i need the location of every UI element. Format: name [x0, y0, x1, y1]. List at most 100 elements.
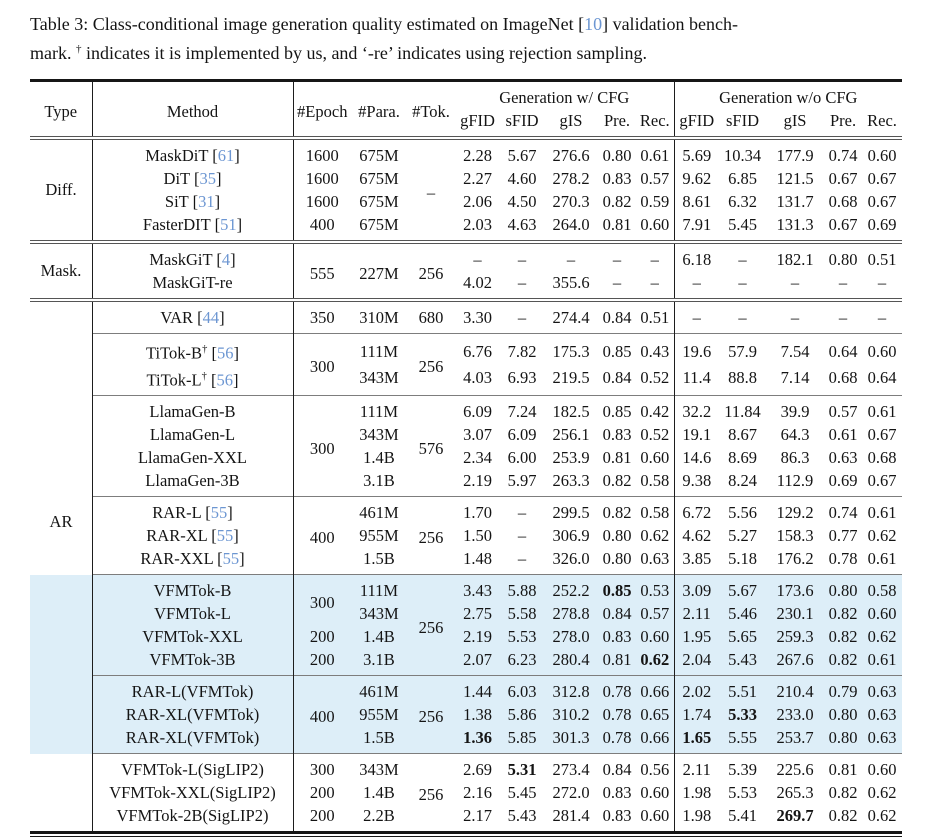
metric-cell-wcfg: 0.52 [640, 368, 670, 388]
cell-para: 1.4B [351, 625, 407, 648]
method-cell: FasterDIT [51] [91, 213, 294, 240]
citation-link[interactable]: 51 [220, 215, 237, 234]
col-header-tok: #Tok. [412, 101, 450, 121]
citation-link[interactable]: 56 [216, 343, 234, 363]
cell-para: 343M [351, 602, 407, 625]
metric-cell-wcfg: 2.16 [463, 783, 492, 802]
metric-cell-wcfg: 0.85 [598, 333, 636, 365]
metric-cell-wcfg: 278.8 [544, 602, 598, 625]
table-row: TiTok-B† [56] 300 111M 256 6.76 7.82 175.3 0.85… [30, 333, 902, 396]
metric-cell-wocfg: 1.98 [673, 781, 719, 804]
dagger-mark: † [201, 370, 207, 382]
metric-cell-wocfg: 11.84 [719, 395, 766, 423]
metric-cell-wocfg: 0.69 [828, 471, 858, 490]
cell-para: 461M [351, 675, 407, 703]
metric-cell-wcfg: – [517, 273, 527, 292]
citation-link[interactable]: 31 [198, 192, 215, 211]
method-name: LlamaGen-L [149, 425, 236, 444]
citation-link[interactable]: 10 [584, 14, 603, 34]
metric-cell-wocfg: 5.41 [728, 806, 757, 825]
metric-cell-wocfg: 0.74 [828, 146, 858, 165]
method-name: RAR-XL(VFMTok) [125, 705, 260, 724]
metric-cell-wcfg: 5.85 [500, 726, 544, 754]
metric-cell-wcfg: 0.60 [636, 625, 674, 648]
table-row: RAR-XL [55] 955M 1.50–306.9 0.80 0.62 4.62 5.2… [30, 524, 902, 547]
metric-cell-wcfg: 6.03 [500, 675, 544, 703]
citation-link[interactable]: 55 [222, 549, 240, 568]
method-cell: LlamaGen-XXL [91, 446, 294, 469]
method-name: RAR-XL [146, 526, 208, 545]
citation-link[interactable]: 44 [202, 308, 220, 327]
table-row: SiT [31] 1600 675M 2.06 4.50 270.3 0.82 0.59 8.6… [30, 190, 902, 213]
metric-cell-wocfg: 0.61 [828, 425, 858, 444]
metric-cell-wcfg: 0.62 [636, 648, 674, 676]
method-cell: VFMTok-B [91, 574, 294, 602]
method-name: FasterDIT [142, 215, 211, 234]
section-table: VAR [44] 350 310M 680 3.30–274.4 0.84 0.51– – – –… [30, 302, 902, 831]
metric-cell-wcfg: 0.81 [602, 215, 632, 234]
citation-link[interactable]: 55 [210, 503, 228, 522]
method-name: RAR-L(VFMTok) [131, 682, 254, 701]
method-name: RAR-XL(VFMTok) [125, 728, 260, 747]
metric-cell-wocfg: 6.32 [728, 192, 757, 211]
metric-cell-wcfg: – [517, 549, 527, 568]
metric-cell-wocfg: 7.91 [673, 213, 719, 240]
metric-cell-wcfg: 0.51 [640, 308, 670, 327]
method-cell: RAR-L [55] [91, 496, 294, 524]
metric-cell-wcfg: 2.34 [463, 448, 492, 467]
metric-cell-wcfg: 263.3 [552, 471, 590, 490]
metric-cell-wcfg: 2.19 [455, 625, 500, 648]
table-row: LlamaGen-3B 3.1B 2.19 5.97 263.3 0.82 0.58 9.38… [30, 469, 902, 497]
metric-cell-wcfg: 3.07 [463, 425, 492, 444]
metric-cell-wcfg: 278.0 [544, 625, 598, 648]
metric-cell-wcfg: 281.4 [552, 806, 590, 825]
table-row: VAR [44] 350 310M 680 3.30–274.4 0.84 0.51– – – –… [30, 302, 902, 334]
method-name: MaskGiT [149, 250, 213, 269]
metric-cell-wocfg: 0.80 [824, 574, 862, 602]
metric-cell-wocfg: – [738, 250, 747, 269]
metric-cell-wocfg: 5.27 [728, 526, 757, 545]
metric-cell-wcfg: 0.78 [598, 675, 636, 703]
metric-cell-wcfg: 182.5 [544, 395, 598, 423]
metric-cell-wocfg: 0.61 [862, 648, 902, 676]
method-cell: VFMTok-XXL [91, 625, 294, 648]
table-row: MaskGiT-re 4.02–355.6– – – – – – – [30, 271, 902, 298]
metric-cell-wocfg: 0.80 [824, 703, 862, 726]
metric-cell-wocfg: 88.8 [728, 368, 757, 388]
cell-epoch: 200 [309, 806, 335, 825]
citation-link[interactable]: 35 [199, 169, 216, 188]
metric-cell-wcfg: 0.43 [636, 333, 674, 365]
table-row: TiTok-L† [56] 343M 4.03 6.93 219.5 0.84 0.52 11… [30, 364, 902, 396]
metric-cell-wcfg: 0.85 [598, 574, 636, 602]
metric-cell-wocfg: 0.58 [862, 574, 902, 602]
type-label: Diff. [45, 180, 77, 199]
metric-cell-wocfg: 1.74 [673, 703, 719, 726]
citation-link[interactable]: 4 [221, 250, 231, 269]
metric-cell-wocfg: – [738, 273, 747, 292]
method-cell: LlamaGen-3B [91, 469, 294, 497]
metric-cell-wcfg: 5.31 [500, 753, 544, 781]
metric-cell-wocfg: 0.63 [828, 448, 858, 467]
metric-cell-wocfg: 3.09 [673, 574, 719, 602]
metric-cell-wocfg: 5.33 [719, 703, 766, 726]
type-cell [30, 574, 92, 602]
metric-cell-wocfg: 8.67 [728, 425, 757, 444]
citation-link[interactable]: 56 [216, 370, 233, 389]
type-label: AR [49, 511, 73, 531]
metric-cell-wocfg: 1.95 [673, 625, 719, 648]
metric-cell-wcfg: 0.83 [602, 783, 632, 802]
citation-link[interactable]: 61 [217, 146, 235, 165]
method-cell: LlamaGen-B [91, 395, 294, 423]
table-row: VFMTok-B 300 111M 256 3.43 5.88 252.2 0.85 0.53 3… [30, 574, 902, 676]
metric-cell-wocfg: 0.67 [867, 425, 897, 444]
citation-link[interactable]: 55 [216, 526, 234, 545]
metric-cell-wocfg: – [838, 308, 848, 327]
type-cell [30, 302, 92, 334]
metric-cell-wcfg: 0.59 [640, 192, 670, 211]
metric-cell-wcfg: 0.82 [602, 192, 632, 211]
metric-cell-wocfg: 4.62 [673, 524, 719, 547]
results-table: Type Method #Epoch #Para. #Tok. Generati… [30, 79, 903, 837]
metric-cell-wcfg: 7.24 [500, 395, 544, 423]
cell-epoch: 300 [293, 395, 351, 497]
metric-cell-wocfg: 265.3 [776, 783, 814, 802]
